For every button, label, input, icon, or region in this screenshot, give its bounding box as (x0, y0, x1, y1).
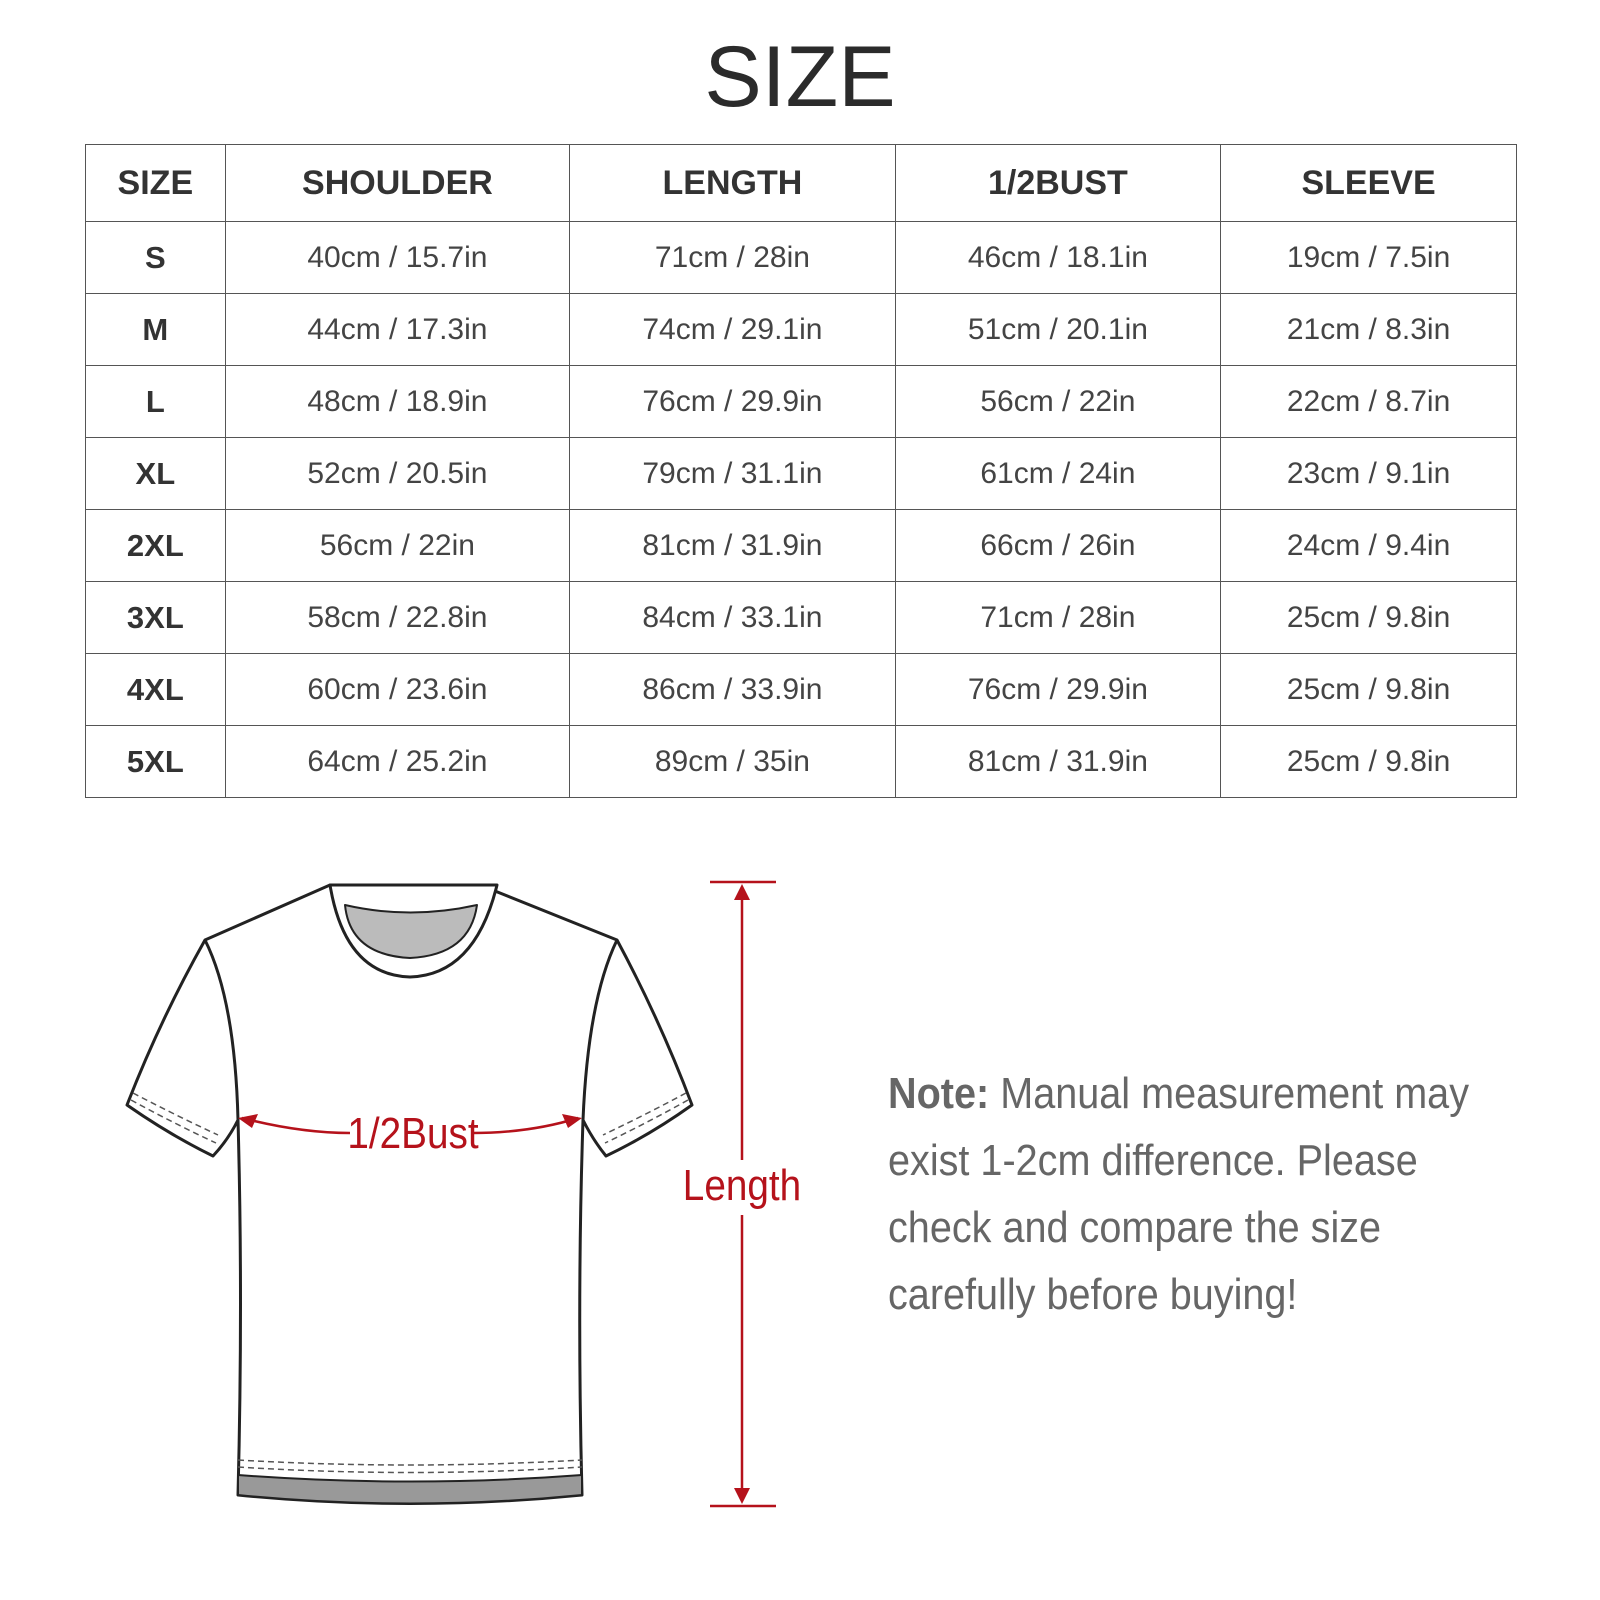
table-row: L 48cm / 18.9in 76cm / 29.9in 56cm / 22in 22… (85, 365, 1517, 438)
size-cell: 3XL (85, 581, 226, 654)
measure-cell: 21cm / 8.3in (1220, 293, 1517, 366)
measure-cell: 23cm / 9.1in (1220, 437, 1517, 510)
size-table: SIZE SHOULDER LENGTH 1/2BUST SLEEVE S 40cm / 1… (85, 144, 1517, 798)
measure-cell: 25cm / 9.8in (1220, 581, 1517, 654)
measure-cell: 56cm / 22in (894, 365, 1222, 438)
measure-cell: 56cm / 22in (224, 509, 571, 582)
note-label: Note: (888, 1069, 990, 1118)
measure-cell: 71cm / 28in (569, 221, 896, 294)
table-row: M 44cm / 17.3in 74cm / 29.1in 51cm / 20.1in… (85, 293, 1517, 366)
measure-cell: 52cm / 20.5in (224, 437, 571, 510)
measure-cell: 48cm / 18.9in (224, 365, 571, 438)
measure-cell: 74cm / 29.1in (569, 293, 896, 366)
measure-cell: 44cm / 17.3in (224, 293, 571, 366)
size-cell: M (85, 293, 226, 366)
size-cell: 2XL (85, 509, 226, 582)
header-cell: LENGTH (569, 144, 896, 222)
measure-cell: 84cm / 33.1in (569, 581, 896, 654)
note-text: Manual measurement may exist 1-2cm diffe… (888, 1069, 1470, 1319)
page-title: SIZE (704, 29, 896, 125)
measure-cell: 25cm / 9.8in (1220, 653, 1517, 726)
size-cell: 5XL (85, 725, 226, 798)
header-cell: SLEEVE (1220, 144, 1517, 222)
header-cell: SIZE (85, 144, 226, 222)
measure-cell: 24cm / 9.4in (1220, 509, 1517, 582)
measure-cell: 19cm / 7.5in (1220, 221, 1517, 294)
bust-label: 1/2Bust (347, 1108, 479, 1158)
table-row: 2XL 56cm / 22in 81cm / 31.9in 66cm / 26in 24… (85, 509, 1517, 582)
length-label: Length (683, 1160, 801, 1210)
measure-cell: 60cm / 23.6in (224, 653, 571, 726)
table-row: S 40cm / 15.7in 71cm / 28in 46cm / 18.1in 19… (85, 221, 1517, 294)
measure-cell: 71cm / 28in (894, 581, 1222, 654)
size-cell: S (85, 221, 226, 294)
measure-cell: 25cm / 9.8in (1220, 725, 1517, 798)
table-row: 5XL 64cm / 25.2in 89cm / 35in 81cm / 31.9in… (85, 725, 1517, 798)
size-cell: 4XL (85, 653, 226, 726)
measure-cell: 51cm / 20.1in (894, 293, 1222, 366)
measure-cell: 58cm / 22.8in (224, 581, 571, 654)
measure-cell: 81cm / 31.9in (569, 509, 896, 582)
measure-cell: 86cm / 33.9in (569, 653, 896, 726)
measure-cell: 22cm / 8.7in (1220, 365, 1517, 438)
size-cell: L (85, 365, 226, 438)
note: Note: Manual measurement may exist 1-2cm… (888, 1060, 1509, 1328)
measure-cell: 40cm / 15.7in (224, 221, 571, 294)
header-row: SIZE SHOULDER LENGTH 1/2BUST SLEEVE (85, 144, 1517, 222)
measure-cell: 61cm / 24in (894, 437, 1222, 510)
measure-cell: 81cm / 31.9in (894, 725, 1222, 798)
measure-cell: 64cm / 25.2in (224, 725, 571, 798)
measure-cell: 76cm / 29.9in (569, 365, 896, 438)
measure-cell: 89cm / 35in (569, 725, 896, 798)
measure-cell: 66cm / 26in (894, 509, 1222, 582)
table-row: 3XL 58cm / 22.8in 84cm / 33.1in 71cm / 28in… (85, 581, 1517, 654)
table-row: XL 52cm / 20.5in 79cm / 31.1in 61cm / 24in 2… (85, 437, 1517, 510)
measure-cell: 79cm / 31.1in (569, 437, 896, 510)
header-cell: 1/2BUST (894, 144, 1222, 222)
